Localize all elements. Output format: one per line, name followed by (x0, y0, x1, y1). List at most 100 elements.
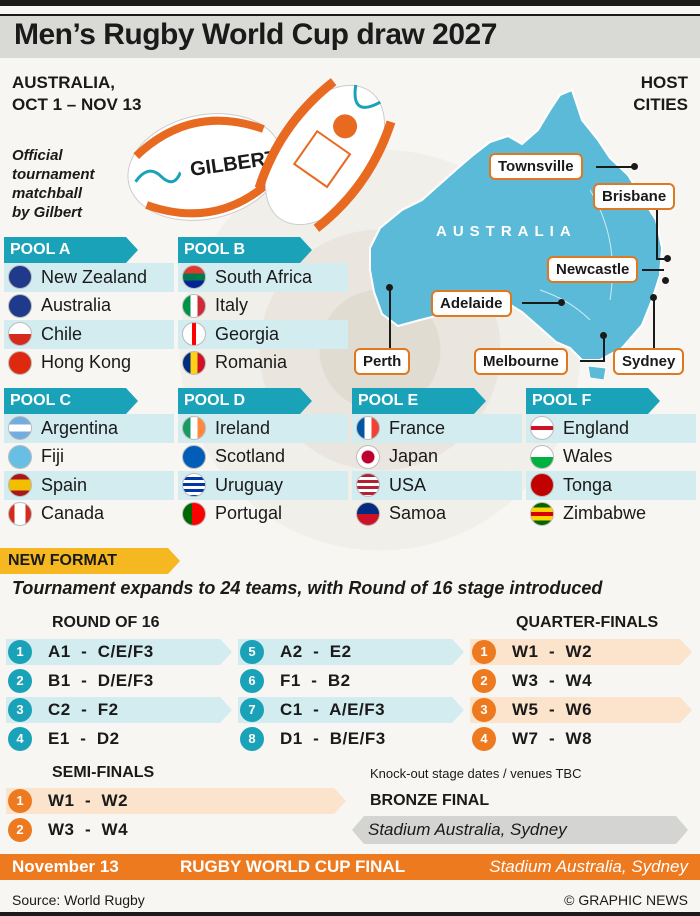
knockout-note: Knock-out stage dates / venues TBC (370, 766, 582, 781)
round-of-16-heading: ROUND OF 16 (52, 614, 160, 631)
city-connector (656, 258, 668, 260)
team-row: Portugal (178, 500, 348, 529)
wales-flag-icon (530, 444, 554, 469)
host-cities-label: HOST CITIES (633, 73, 688, 114)
match-bar (6, 697, 232, 723)
australia-flag-icon (8, 293, 32, 318)
pool-heading: POOL D (178, 388, 348, 414)
new-format-subtitle: Tournament expands to 24 teams, with Rou… (12, 578, 603, 598)
team-row: France (352, 414, 522, 443)
georgia-flag-icon (182, 322, 206, 347)
team-row: Romania (178, 349, 348, 378)
semi-finals-heading: SEMI-FINALS (52, 764, 155, 781)
city-dot-perth (386, 284, 393, 291)
city-connector (522, 302, 560, 304)
tonga-flag-icon (530, 473, 554, 498)
city-dot-townsville (631, 163, 638, 170)
city-connector (642, 269, 664, 271)
city-dot-adelaide (558, 299, 565, 306)
scotland-flag-icon (182, 444, 206, 469)
france-flag-icon (356, 416, 380, 441)
bronze-final-heading: BRONZE FINAL (370, 792, 490, 809)
final-venue: Stadium Australia, Sydney (489, 857, 688, 876)
team-row: Japan (352, 443, 522, 472)
new-format-tab: NEW FORMAT (0, 548, 180, 574)
pool-heading: POOL A (4, 237, 174, 263)
qf-match-1: 1 W1 - W2 (472, 639, 592, 665)
team-row: Spain (4, 471, 174, 500)
city-connector (580, 360, 604, 362)
pool-d: POOL D Ireland Scotland Uruguay Portugal (178, 388, 348, 528)
team-row: Wales (526, 443, 696, 472)
r16-match-6: 6 F1 - B2 (240, 668, 351, 694)
fiji-flag-icon (8, 444, 32, 469)
top-rule (0, 0, 700, 6)
match-bar (470, 639, 692, 665)
bronze-final-venue: Stadium Australia, Sydney (352, 816, 688, 844)
page-title: Men’s Rugby World Cup draw 2027 (14, 18, 497, 51)
source-credit: Source: World Rugby (12, 892, 145, 908)
team-row: Chile (4, 320, 174, 349)
pool-heading: POOL F (526, 388, 696, 414)
team-row: Argentina (4, 414, 174, 443)
match-bar (238, 697, 464, 723)
match-bar (6, 639, 232, 665)
hong-kong-flag-icon (8, 350, 32, 375)
south-africa-flag-icon (182, 265, 206, 290)
england-flag-icon (530, 416, 554, 441)
city-label-sydney: Sydney (613, 348, 685, 375)
portugal-flag-icon (182, 501, 206, 526)
samoa-flag-icon (356, 501, 380, 526)
city-dot-newcastle (662, 277, 669, 284)
r16-match-3: 3 C2 - F2 (8, 697, 119, 723)
pool-c: POOL C Argentina Fiji Spain Canada (4, 388, 174, 528)
publisher-credit: © GRAPHIC NEWS (564, 892, 688, 908)
city-connector (653, 296, 655, 348)
pool-e: POOL E France Japan USA Samoa (352, 388, 522, 528)
event-dates: AUSTRALIA, OCT 1 – NOV 13 (12, 73, 142, 114)
r16-match-2: 2 B1 - D/E/F3 (8, 668, 154, 694)
match-bar (6, 788, 346, 814)
sf-match-1: 1 W1 - W2 (8, 788, 128, 814)
team-row: Zimbabwe (526, 500, 696, 529)
team-row: Scotland (178, 443, 348, 472)
team-row: Tonga (526, 471, 696, 500)
team-row: Samoa (352, 500, 522, 529)
pool-heading: POOL B (178, 237, 348, 263)
pool-heading: POOL C (4, 388, 174, 414)
team-row: Canada (4, 500, 174, 529)
final-bar: November 13 RUGBY WORLD CUP FINAL Stadiu… (0, 854, 700, 880)
map-country-label: AUSTRALIA (436, 223, 577, 240)
pool-f: POOL F England Wales Tonga Zimbabwe (526, 388, 696, 528)
match-bar (470, 697, 692, 723)
italy-flag-icon (182, 293, 206, 318)
match-bar (238, 639, 464, 665)
japan-flag-icon (356, 444, 380, 469)
pool-b: POOL B South Africa Italy Georgia Romani… (178, 237, 348, 377)
uruguay-flag-icon (182, 473, 206, 498)
qf-match-3: 3 W5 - W6 (472, 697, 592, 723)
city-dot-brisbane (664, 255, 671, 262)
ball-caption: Official tournament matchball by Gilbert (12, 147, 95, 221)
romania-flag-icon (182, 350, 206, 375)
city-label-adelaide: Adelaide (431, 290, 512, 317)
rugby-ball-image-2 (254, 78, 396, 232)
team-row: Fiji (4, 443, 174, 472)
city-label-newcastle: Newcastle (547, 256, 639, 283)
city-dot-melbourne (600, 332, 607, 339)
qf-match-2: 2 W3 - W4 (472, 668, 592, 694)
city-label-melbourne: Melbourne (474, 348, 568, 375)
new-zealand-flag-icon (8, 265, 32, 290)
r16-match-1: 1 A1 - C/E/F3 (8, 639, 154, 665)
r16-match-8: 8 D1 - B/E/F3 (240, 726, 386, 752)
spain-flag-icon (8, 473, 32, 498)
city-connector (596, 166, 632, 168)
team-row: USA (352, 471, 522, 500)
city-label-townsville: Townsville (489, 153, 583, 180)
team-row: Italy (178, 292, 348, 321)
usa-flag-icon (356, 473, 380, 498)
pool-heading: POOL E (352, 388, 522, 414)
city-connector (603, 334, 605, 362)
team-row: Uruguay (178, 471, 348, 500)
qf-match-4: 4 W7 - W8 (472, 726, 592, 752)
